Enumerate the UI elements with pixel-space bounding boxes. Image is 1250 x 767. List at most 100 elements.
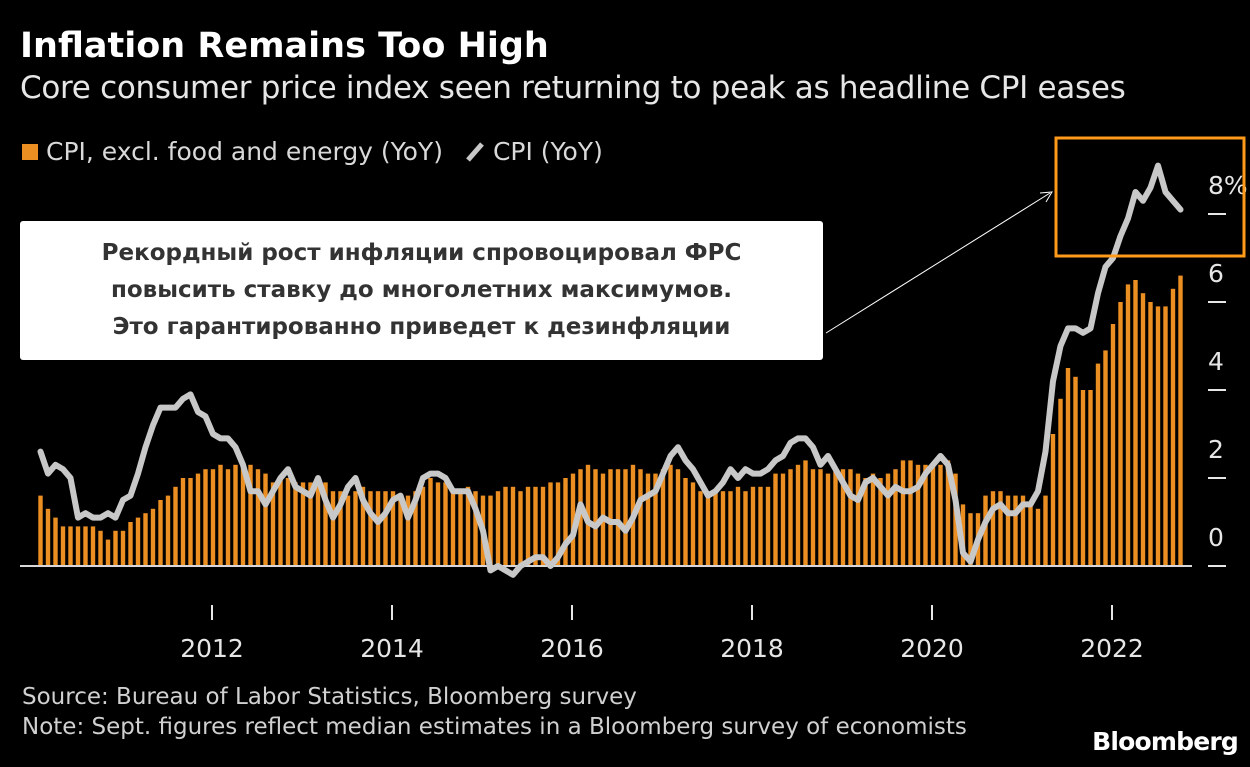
bar-core-cpi [300,482,306,566]
bar-core-cpi [398,495,403,566]
bar-core-cpi [705,491,711,566]
bar-core-cpi [668,464,673,566]
highlight-box [1054,136,1246,258]
bar-core-cpi [908,460,913,566]
bar-core-cpi [525,486,531,566]
bar-core-cpi [353,491,358,566]
legend-swatch-core [22,143,38,160]
bar-core-cpi [690,482,696,566]
bar-core-cpi [1088,390,1093,566]
bar-core-cpi [1163,306,1168,566]
bar-core-cpi [863,478,868,566]
bar-core-cpi [1155,306,1161,566]
bar-core-cpi [308,482,313,566]
bar-core-cpi [660,469,666,566]
bar-core-cpi [533,486,538,566]
x-tick-label: 2018 [720,634,784,663]
chart-title: Inflation Remains Too High [20,26,549,66]
x-tick-label: 2020 [900,634,964,663]
bar-core-cpi [1095,363,1101,566]
bar-core-cpi [165,495,171,566]
bar-core-cpi [488,495,493,566]
bar-core-cpi [623,469,628,566]
bar-core-cpi [915,464,921,566]
bar-core-cpi [203,469,208,566]
bar-core-cpi [405,495,411,566]
bar-core-cpi [1178,275,1183,566]
bar-core-cpi [195,473,201,566]
bar-core-cpi [1043,495,1048,566]
y-tick-label: 8% [1208,171,1248,200]
bar-core-cpi [765,486,771,566]
bar-core-cpi [105,539,111,566]
bar-core-cpi [735,486,741,566]
bar-core-cpi [1058,398,1063,566]
bar-core-cpi [233,464,238,566]
bar-core-cpi [443,482,448,566]
x-tick-label: 2016 [540,634,604,663]
x-tick-label: 2012 [180,634,244,663]
bar-core-cpi [38,495,43,566]
bar-core-cpi [345,495,351,566]
legend-label-core: CPI, excl. food and energy (YoY) [46,137,443,166]
bar-core-cpi [855,473,861,566]
bar-core-cpi [1125,284,1131,566]
bar-core-cpi [428,478,433,566]
x-tick-label: 2014 [360,634,424,663]
bar-core-cpi [338,491,343,566]
bar-core-cpi [1103,350,1108,566]
bar-core-cpi [420,486,426,566]
bar-core-cpi [390,491,396,566]
annotation-arrow [825,192,1051,334]
arrow-head-icon [1039,191,1053,203]
bar-core-cpi [225,469,231,566]
bar-core-cpi [1020,495,1026,566]
x-tick-label: 2022 [1080,634,1144,663]
bar-core-cpi [1005,495,1011,566]
bar-core-cpi [548,482,553,566]
bar-core-cpi [968,513,973,566]
bar-core-cpi [885,473,891,566]
bar-core-cpi [128,522,133,566]
bar-core-cpi [218,464,223,566]
bar-core-cpi [375,491,381,566]
bar-core-cpi [945,460,951,566]
bar-core-cpi [675,469,681,566]
bar-core-cpi [728,491,733,566]
bar-core-cpi [1118,302,1123,566]
bar-core-cpi [450,491,456,566]
bar-core-cpi [750,486,756,566]
bar-core-cpi [1170,288,1176,566]
bar-core-cpi [1035,508,1041,566]
bar-core-cpi [923,464,928,566]
legend-label-cpi: CPI (YoY) [492,137,603,166]
bar-core-cpi [743,491,748,566]
y-tick-label: 2 [1208,435,1224,464]
bar-core-cpi [503,486,508,566]
bar-core-cpi [293,482,298,566]
bar-core-cpi [1148,302,1153,566]
bar-core-cpi [818,469,823,566]
bar-core-cpi [870,473,876,566]
bar-core-cpi [788,469,793,566]
bar-core-cpi [120,530,126,566]
bar-core-cpi [1080,390,1086,566]
bar-core-cpi [1065,368,1071,566]
bar-core-cpi [458,491,463,566]
bar-core-cpi [323,482,328,566]
bar-core-cpi [173,486,178,566]
line-headline-cpi [37,162,1184,578]
bar-core-cpi [60,526,66,566]
bar-core-cpi [638,469,643,566]
bar-core-cpi [210,469,216,566]
bar-core-cpi [578,469,583,566]
chart-subtitle: Core consumer price index seen returning… [20,70,1126,106]
bar-core-cpi [893,469,898,566]
bar-core-cpi [840,469,846,566]
bar-core-cpi [1140,293,1146,566]
bar-core-cpi [143,513,148,566]
annotation-line: Это гарантированно приведет к дезинфляци… [112,314,731,340]
source-note: Source: Bureau of Labor Statistics, Bloo… [22,684,637,710]
bar-core-cpi [780,473,786,566]
bar-core-cpi [683,478,688,566]
